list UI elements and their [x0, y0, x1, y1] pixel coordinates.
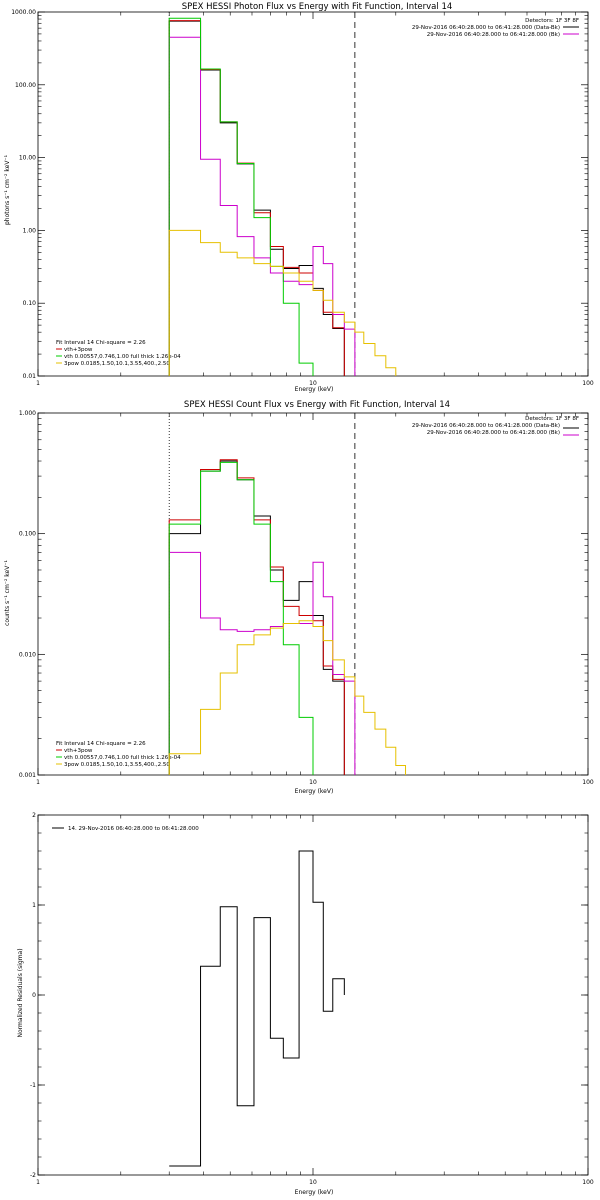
x-tick-label: 1: [36, 779, 40, 786]
series-line-3: [168, 17, 314, 376]
series-line-0: [169, 850, 345, 1167]
x-tick-label: 10: [309, 1179, 317, 1186]
detectors-label: Detectors: 1F 3F 8F: [525, 416, 579, 422]
photon-flux-chart: SPEX HESSI Photon Flux vs Energy with Fi…: [4, 2, 594, 393]
x-axis-label: Energy (keV): [295, 386, 334, 393]
y-tick-label: -1: [30, 1082, 36, 1089]
series-line-1: [168, 459, 345, 775]
legend-label-vth: vth 0.00557,0.746,1.00 full thick 1.26e-…: [64, 755, 181, 761]
legend-label-vth: vth 0.00557,0.746,1.00 full thick 1.26e-…: [64, 354, 181, 360]
y-axis-label: Normalized Residuals (sigma): [17, 948, 24, 1037]
y-tick-label: 1: [32, 902, 36, 909]
series-line-0: [168, 20, 345, 376]
fit-info: Fit Interval 14 Chi-square = 2.26: [56, 741, 146, 747]
legend-label-3pow: 3pow 0.0185,1.50,10.1,3.55,400.,2.50: [64, 361, 170, 367]
legend-label-total: vth+3pow: [64, 347, 93, 353]
x-tick-label: 100: [582, 380, 594, 387]
y-tick-label: 10.00: [19, 155, 36, 162]
x-tick-label: 1: [36, 380, 40, 387]
y-axis-label: counts s⁻¹ cm⁻² keV⁻¹: [4, 560, 11, 626]
series-line-2: [168, 36, 356, 376]
y-tick-label: 0.001: [19, 772, 36, 779]
plot-frame: [37, 11, 589, 377]
x-axis-label: Energy (keV): [295, 788, 334, 795]
y-axis-label: photons s⁻¹ cm⁻² keV⁻¹: [4, 154, 11, 225]
header-entry-bk: 29-Nov-2016 06:40:28.000 to 06:41:28.000…: [427, 32, 560, 38]
y-tick-label: 0.100: [19, 531, 36, 538]
series-line-1: [168, 20, 345, 376]
series-line-4: [168, 620, 407, 775]
y-tick-label: 1000.00: [11, 9, 36, 16]
y-tick-label: 1.000: [19, 410, 36, 417]
y-tick-label: 0: [32, 992, 36, 999]
legend-label-total: vth+3pow: [64, 748, 93, 754]
header-entry-data-bk: 29-Nov-2016 06:40:28.000 to 06:41:28.000…: [412, 25, 560, 31]
legend-label-residuals: 14. 29-Nov-2016 06:40:28.000 to 06:41:28…: [68, 826, 199, 832]
x-tick-label: 100: [582, 1179, 594, 1186]
series-group: [168, 17, 397, 376]
y-tick-label: 0.10: [23, 300, 37, 307]
y-tick-label: 2: [32, 812, 36, 819]
x-tick-label: 10: [309, 779, 317, 786]
x-tick-label: 100: [582, 779, 594, 786]
header-entry-data-bk: 29-Nov-2016 06:40:28.000 to 06:41:28.000…: [412, 423, 560, 429]
y-tick-label: 100.00: [15, 82, 36, 89]
chart-title: SPEX HESSI Count Flux vs Energy with Fit…: [184, 400, 450, 410]
detectors-label: Detectors: 1F 3F 8F: [525, 18, 579, 24]
series-group: [169, 850, 345, 1167]
fit-info: Fit Interval 14 Chi-square = 2.26: [56, 340, 146, 346]
x-tick-label: 10: [309, 380, 317, 387]
y-tick-label: 0.01: [23, 373, 37, 380]
y-tick-label: -2: [30, 1172, 36, 1179]
chart-title: SPEX HESSI Photon Flux vs Energy with Fi…: [182, 2, 453, 12]
y-tick-label: 0.010: [19, 651, 36, 658]
count-flux-chart: SPEX HESSI Count Flux vs Energy with Fit…: [4, 400, 594, 795]
series-group: [168, 459, 407, 775]
x-tick-label: 1: [36, 1179, 40, 1186]
x-axis-label: Energy (keV): [295, 1189, 334, 1196]
y-tick-label: 1.00: [23, 227, 37, 234]
series-line-3: [168, 461, 314, 775]
residuals-chart: Normalized Residuals (sigma) Energy (keV…: [17, 812, 594, 1196]
legend-label-3pow: 3pow 0.0185,1.50,10.1,3.55,400.,2.50: [64, 762, 170, 768]
series-line-4: [168, 229, 397, 376]
header-entry-bk: 29-Nov-2016 06:40:28.000 to 06:41:28.000…: [427, 430, 560, 436]
